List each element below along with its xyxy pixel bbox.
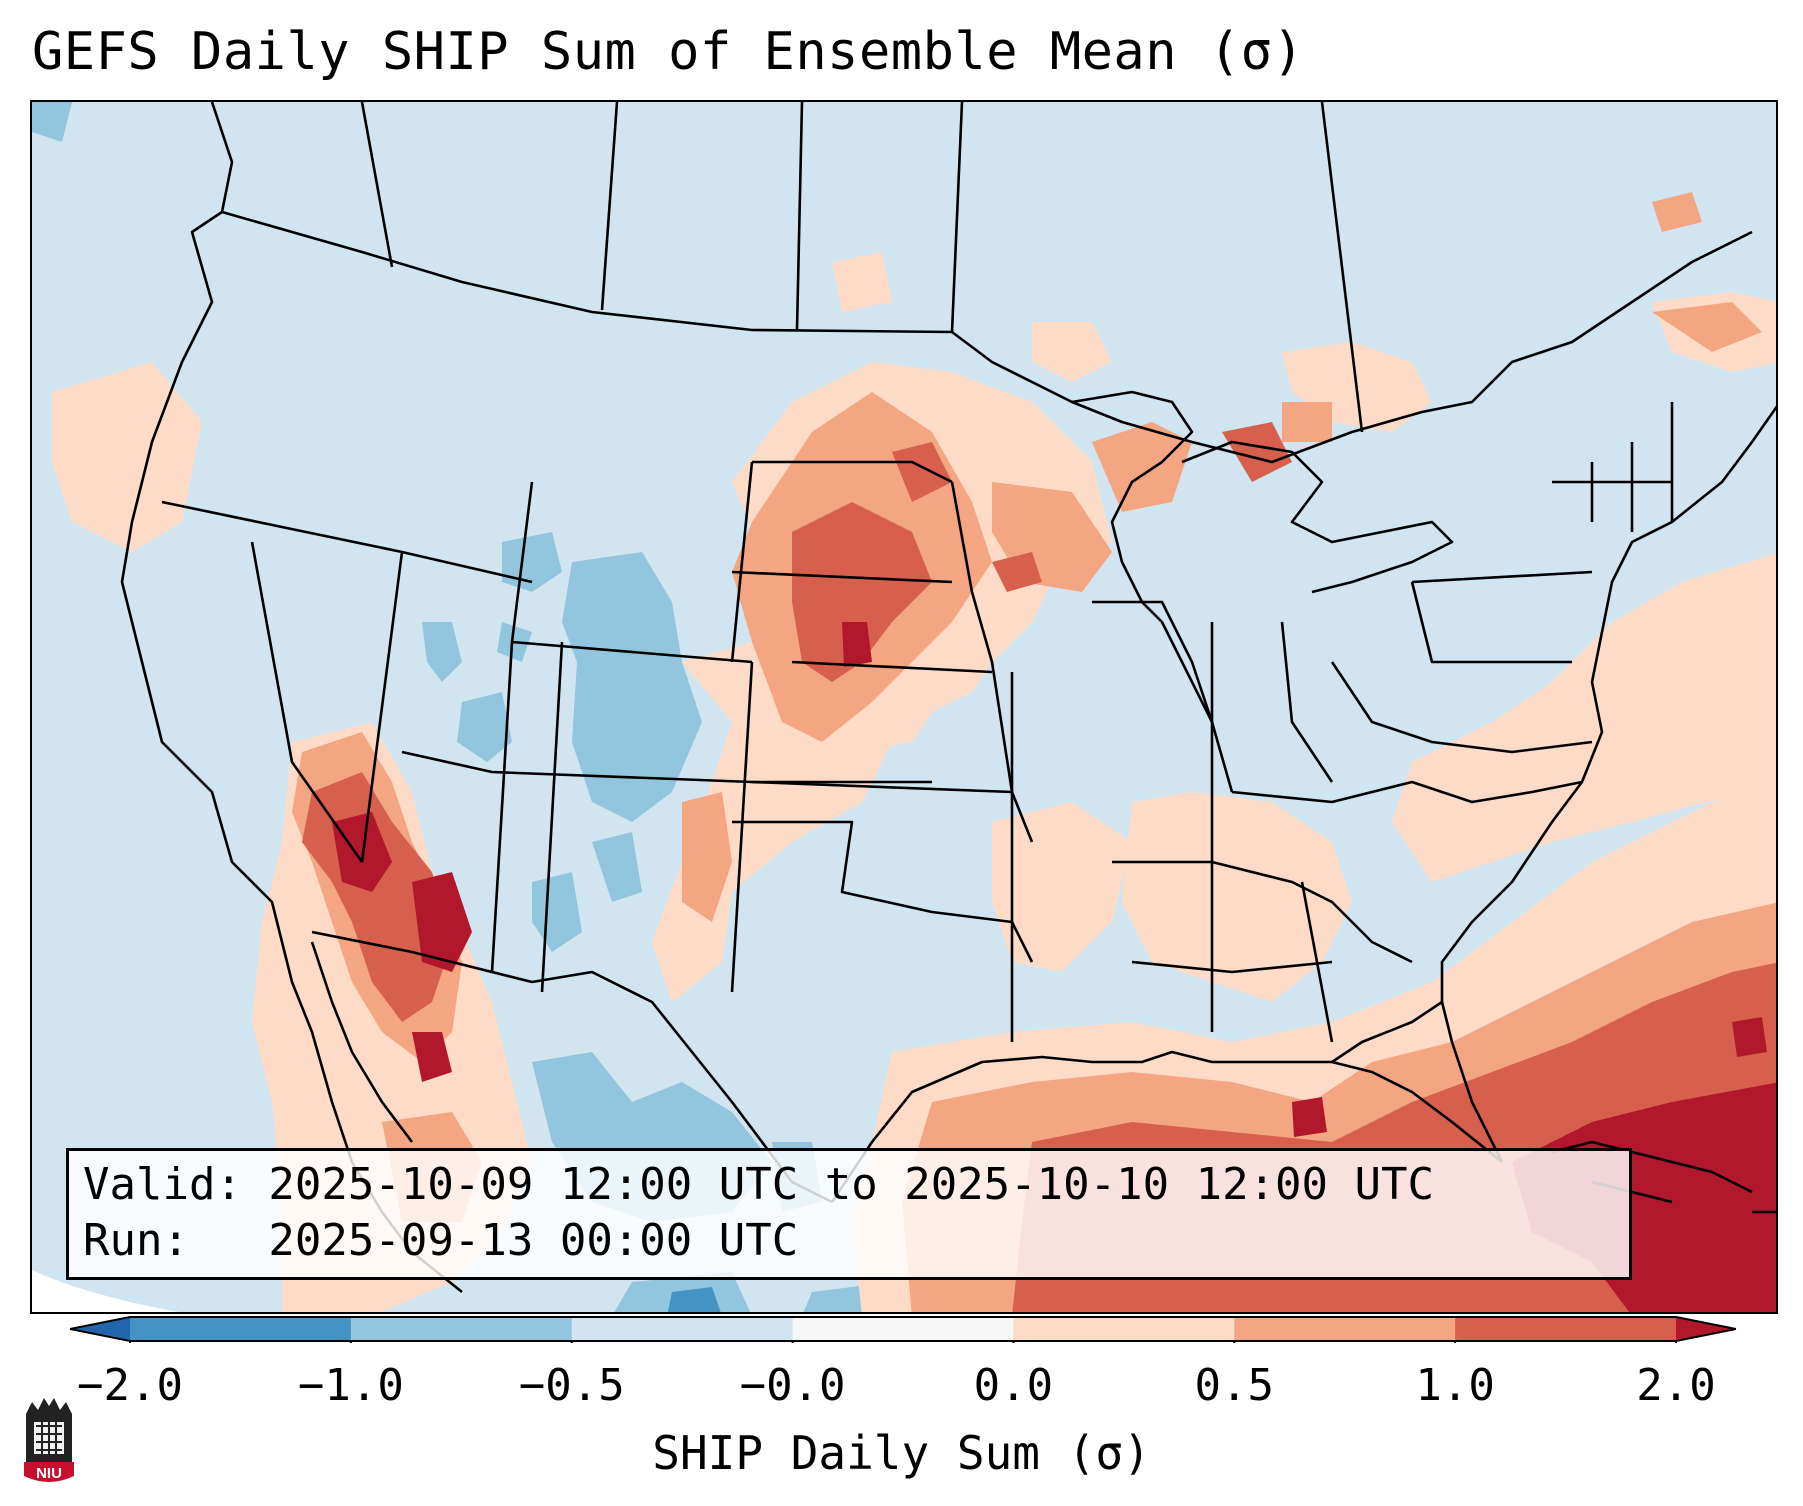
colorbar-tick-label: 2.0 [1636,1360,1716,1411]
valid-run-info-box: Valid: 2025-10-09 12:00 UTC to 2025-10-1… [66,1148,1632,1280]
colorbar-bins [70,1316,1736,1342]
strong-negative-patches [667,1287,721,1312]
geographic-borders [120,102,1776,1294]
colorbar-bin [571,1317,794,1341]
colorbar-bin [130,1317,352,1341]
colorbar-bin [1234,1317,1456,1341]
colorbar-bin [1676,1317,1736,1341]
niu-logo: NIU [22,1392,76,1484]
niu-logo-text: NIU [36,1465,62,1482]
map-panel [30,100,1778,1314]
colorbar-tick-label: 1.0 [1415,1360,1495,1411]
niu-logo-icon [24,1398,74,1482]
colorbar-tick-label: 0.0 [973,1360,1054,1411]
colorbar-tick-labels: −2.0 −1.0 −0.5 −0.0 0.0 0.5 1.0 2.0 [0,1360,1803,1411]
chart-title: GEFS Daily SHIP Sum of Ensemble Mean (σ) [32,22,1305,82]
colorbar [70,1316,1736,1343]
map-canvas [32,102,1776,1312]
valid-time-text: Valid: 2025-10-09 12:00 UTC to 2025-10-1… [83,1159,1435,1210]
colorbar-bin [70,1317,130,1341]
colorbar-bin [1013,1317,1235,1341]
colorbar-bin [792,1317,1014,1341]
colorbar-label: SHIP Daily Sum (σ) [652,1426,1151,1480]
colorbar-tick-label: −1.0 [297,1360,404,1411]
colorbar-bin [1455,1317,1677,1341]
colorbar-tick-label: −0.0 [739,1360,846,1411]
colorbar-tick-label: 0.5 [1194,1360,1275,1411]
colorbar-ticks [129,1341,1677,1343]
colorbar-tick-label: −0.5 [518,1360,625,1411]
colorbar-bin [350,1317,573,1341]
run-time-text: Run: 2025-09-13 00:00 UTC [83,1215,799,1266]
colorbar-tick-label: −2.0 [77,1360,183,1411]
projection-edge [32,1270,179,1312]
